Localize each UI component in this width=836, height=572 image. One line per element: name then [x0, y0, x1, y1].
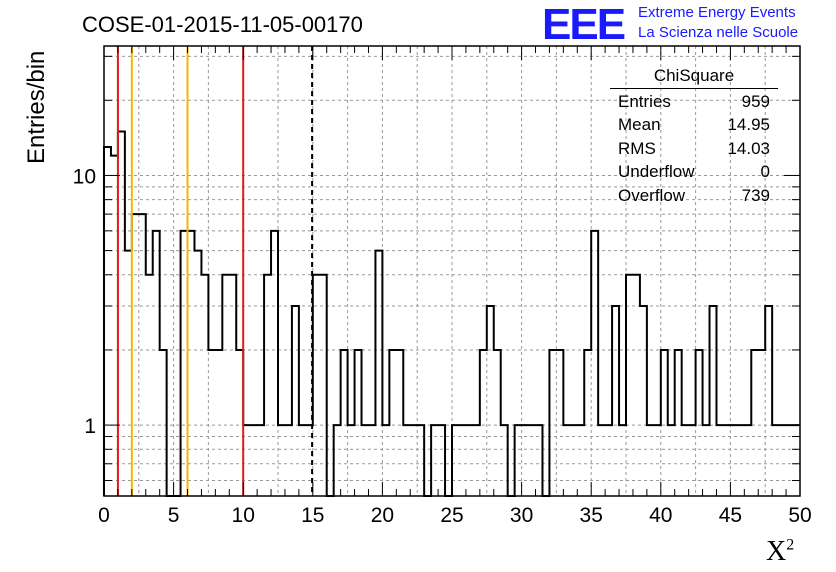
- stats-value: 14.03: [727, 138, 770, 158]
- x-tick-label: 45: [719, 504, 742, 527]
- stats-box: ChiSquare Entries 959 Mean 14.95 RMS 14.…: [610, 66, 778, 207]
- stats-title: ChiSquare: [610, 66, 778, 89]
- chart-title: COSE-01-2015-11-05-00170: [82, 12, 363, 37]
- x-tick-label: 0: [98, 504, 110, 527]
- x-tick-label: 40: [649, 504, 672, 527]
- stats-label: Mean: [618, 115, 661, 135]
- histogram-line: [103, 130, 800, 497]
- y-tick-label: 1: [84, 415, 96, 438]
- stats-row: Mean 14.95: [610, 113, 778, 136]
- x-tick-label: 10: [232, 504, 255, 527]
- stats-label: Underflow: [618, 162, 695, 182]
- stats-label: Entries: [618, 92, 671, 111]
- x-tick-label: 35: [580, 504, 603, 527]
- stats-value: 959: [741, 92, 770, 111]
- stats-row: RMS 14.03: [610, 137, 778, 160]
- stats-row: Entries 959: [610, 90, 778, 113]
- stats-label: Overflow: [618, 185, 686, 205]
- x-tick-label: 50: [788, 504, 811, 527]
- x-tick-label: 20: [371, 504, 394, 527]
- x-tick-label: 30: [510, 504, 533, 527]
- stats-value: 739: [741, 185, 770, 205]
- x-tick-label: 25: [440, 504, 463, 527]
- stats-row: Overflow 739: [610, 184, 778, 207]
- stats-row: Underflow 0: [610, 160, 778, 183]
- y-tick-label: 10: [73, 165, 96, 188]
- eee-logo: EEE: [542, 0, 626, 49]
- x-tick-label: 15: [301, 504, 324, 527]
- logo-line-1: Extreme Energy Events: [638, 4, 796, 21]
- x-tick-label: 5: [168, 504, 180, 527]
- x-axis-label: X2: [766, 536, 795, 567]
- stats-value: 14.95: [727, 115, 770, 135]
- logo-line-2: La Scienza nelle Scuole: [638, 24, 799, 41]
- stats-label: RMS: [618, 138, 656, 158]
- stats-value: 0: [760, 162, 770, 182]
